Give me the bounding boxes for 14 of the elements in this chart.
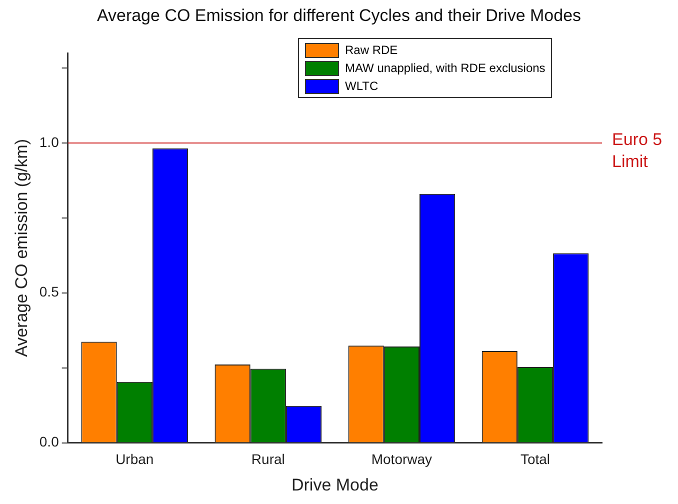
- legend-label: WLTC: [345, 79, 378, 93]
- ref-line-label: Euro 5 Limit: [612, 128, 664, 173]
- x-tick-label: Rural: [251, 451, 285, 468]
- y-tick-label: 1.0: [39, 134, 60, 150]
- x-tick-label: Motorway: [371, 451, 432, 468]
- legend-label: Raw RDE: [345, 43, 398, 57]
- x-axis-title: Drive Mode: [291, 475, 378, 494]
- y-tick-label: 0.0: [39, 434, 60, 450]
- y-tick-label: 0.5: [39, 284, 60, 300]
- x-tick-label: Urban: [116, 451, 154, 468]
- legend-label: MAW unapplied, with RDE exclusions: [345, 61, 546, 75]
- y-axis-title: Average CO emission (g/km): [12, 138, 31, 357]
- x-tick-label: Total: [520, 451, 550, 468]
- chart-title: Average CO Emission for different Cycles and their Drive Modes: [96, 6, 582, 26]
